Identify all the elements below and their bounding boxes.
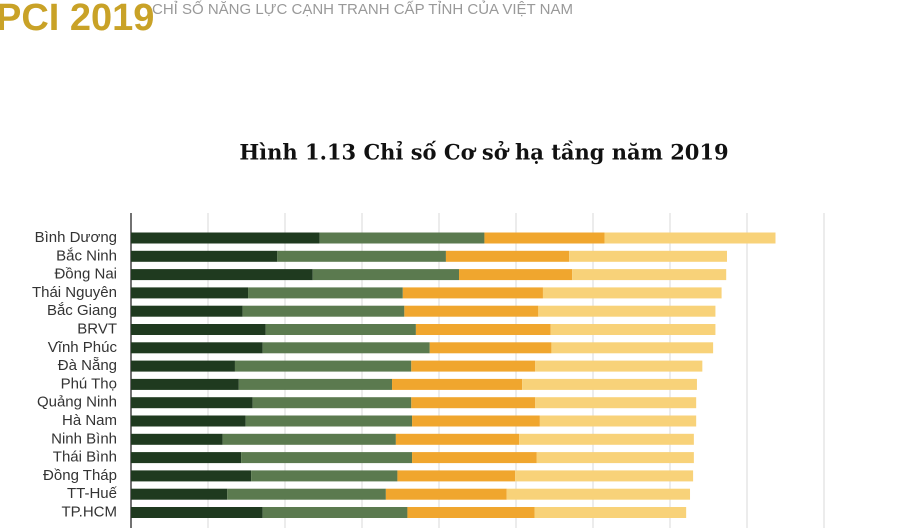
bar-segment bbox=[265, 324, 416, 335]
bar-segment bbox=[538, 305, 716, 317]
category-label: Hà Nam bbox=[62, 412, 117, 429]
bar-segment bbox=[262, 342, 430, 354]
bar-segment bbox=[519, 433, 694, 445]
bar-segment bbox=[131, 433, 223, 445]
category-label: Đà Nẵng bbox=[58, 357, 117, 374]
header-subtitle: CHỈ SỐ NĂNG LỰC CẠNH TRANH CẤP TỈNH CỦA … bbox=[152, 0, 573, 18]
bar-segment bbox=[551, 342, 714, 354]
bar-segment bbox=[445, 250, 570, 262]
bar-segment bbox=[131, 287, 249, 299]
bar-segment bbox=[251, 470, 398, 482]
bar-segment bbox=[241, 452, 413, 464]
bar-segment bbox=[131, 470, 252, 482]
bar-segment bbox=[550, 324, 716, 335]
category-label: BRVT bbox=[77, 320, 117, 337]
category-label: Bắc Ninh bbox=[56, 247, 117, 264]
bar-segment bbox=[407, 507, 535, 518]
bar-segment bbox=[131, 488, 228, 500]
category-label: Đồng Tháp bbox=[43, 467, 117, 484]
bar-segment bbox=[131, 378, 239, 390]
bar-segment bbox=[277, 250, 446, 262]
bar-segment bbox=[397, 470, 516, 482]
bar-segment bbox=[402, 287, 543, 299]
bar-segment bbox=[131, 250, 278, 262]
bar-segment bbox=[227, 488, 386, 500]
bar-segment bbox=[412, 452, 537, 464]
bar-segment bbox=[535, 397, 697, 409]
bar-segment bbox=[238, 378, 393, 390]
category-label: Đồng Nai bbox=[54, 266, 117, 283]
bar-segment bbox=[515, 470, 694, 482]
bar-segment bbox=[534, 507, 687, 518]
bar-segment bbox=[131, 360, 235, 372]
category-label: Ninh Bình bbox=[51, 430, 117, 447]
bar-segment bbox=[522, 378, 697, 390]
category-label: TP.HCM bbox=[61, 503, 117, 520]
bar-segment bbox=[535, 360, 703, 372]
bar-segment bbox=[222, 433, 396, 445]
bar-segment bbox=[429, 342, 552, 354]
bar-segment bbox=[536, 452, 694, 464]
category-label: Phú Thọ bbox=[61, 375, 117, 392]
bar-segment bbox=[248, 287, 403, 299]
chart-title: Hình 1.13 Chỉ số Cơ sở hạ tầng năm 2019 bbox=[239, 140, 728, 165]
bar-segment bbox=[131, 269, 313, 281]
bar-segment bbox=[385, 488, 507, 500]
bar-segment bbox=[539, 415, 697, 427]
bar-segment bbox=[319, 232, 485, 244]
bar-segment bbox=[131, 324, 266, 335]
category-label: Quảng Ninh bbox=[37, 394, 117, 411]
brand: PCI 2019 bbox=[0, 0, 154, 39]
category-label: TT-Huế bbox=[67, 485, 118, 502]
bar-segment bbox=[131, 342, 263, 354]
bar-segment bbox=[131, 415, 246, 427]
category-label: Thái Nguyên bbox=[32, 284, 117, 301]
category-label: Thái Bình bbox=[53, 449, 117, 466]
bar-segment bbox=[506, 488, 691, 500]
bar-segment bbox=[604, 232, 776, 244]
category-label: Vĩnh Phúc bbox=[48, 339, 118, 356]
bar-segment bbox=[312, 269, 460, 281]
bar-segment bbox=[404, 305, 539, 317]
bar-segment bbox=[411, 397, 536, 409]
bar-segment bbox=[542, 287, 722, 299]
bar-segment bbox=[412, 415, 540, 427]
bar-segment bbox=[131, 397, 253, 409]
bar-segment bbox=[131, 507, 263, 518]
category-label: Bắc Giang bbox=[47, 302, 117, 319]
bar-segment bbox=[392, 378, 523, 390]
bar-segment bbox=[411, 360, 536, 372]
bar-segment bbox=[572, 269, 727, 281]
bar-segment bbox=[242, 305, 405, 317]
bar-segment bbox=[459, 269, 573, 281]
bar-segment bbox=[415, 324, 551, 335]
bar-segment bbox=[245, 415, 413, 427]
bar-segment bbox=[252, 397, 412, 409]
bar-segment bbox=[131, 305, 243, 317]
bar-segment bbox=[234, 360, 412, 372]
category-label: Bình Dương bbox=[35, 229, 117, 246]
bar-segment bbox=[395, 433, 520, 445]
bar-segment bbox=[131, 232, 320, 244]
bar-segment bbox=[569, 250, 727, 262]
bar-segment bbox=[484, 232, 605, 244]
bar-segment bbox=[262, 507, 408, 518]
bar-segment bbox=[131, 452, 242, 464]
